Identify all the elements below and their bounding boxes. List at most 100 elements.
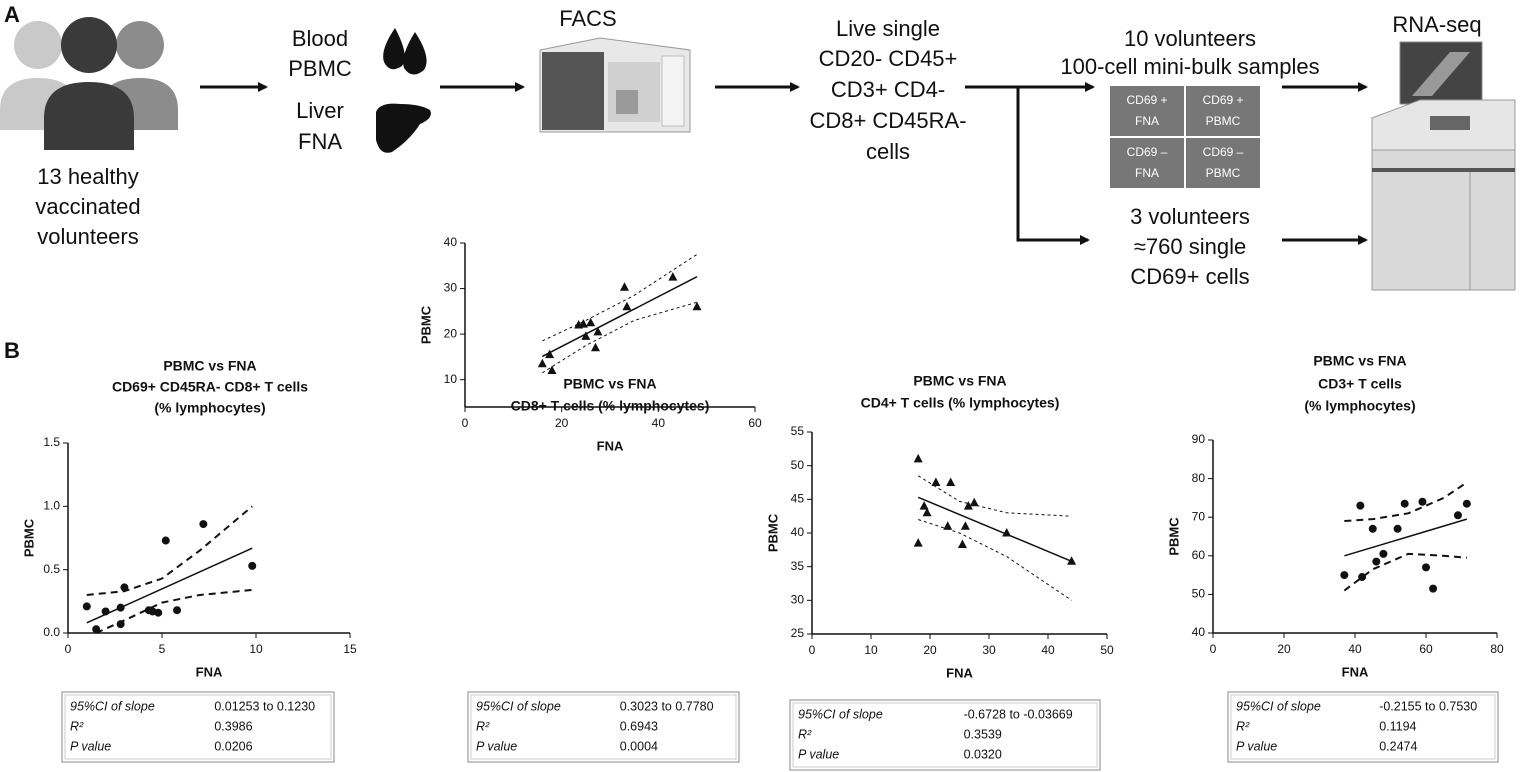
stats-value: 0.1194 [1379,719,1416,733]
point [1400,499,1409,508]
grid-cell-text: CD69 + [1126,93,1167,107]
grid-cell [1186,86,1260,136]
chart-title: PBMC vs FNA [163,358,256,374]
fit-line [917,496,1072,562]
stats-label: P value [798,747,839,761]
ci-lower [542,301,698,374]
stats-value: 0.0206 [214,739,252,753]
stats-table [61,691,335,763]
point [578,319,588,328]
text: ≈760 single [1134,234,1246,259]
x-tick-label: 0 [1210,642,1217,656]
y-tick-label: 55 [791,424,805,438]
x-tick-label: 0 [462,416,469,430]
ci-upper [917,475,1072,517]
sequencer-icon [1371,41,1516,291]
stats-value: 0.0320 [964,747,1002,761]
point [161,536,170,545]
stats-value: 0.6943 [620,719,658,733]
stats-label: 95%CI of slope [476,699,561,713]
point [1429,584,1438,593]
y-tick-label: 70 [1192,509,1206,523]
text: 3 volunteers [1130,204,1250,229]
stats-label: R² [70,719,84,733]
point [82,602,91,611]
x-tick-label: 60 [1419,642,1433,656]
grid-cell-text: PBMC [1206,114,1241,128]
chart-title: CD3+ T cells [1318,376,1402,392]
text: FACS [559,6,616,31]
y-tick-label: 30 [791,593,805,607]
point [1358,573,1367,582]
y-tick-label: 35 [791,559,805,573]
stats-label: 95%CI of slope [1236,699,1321,713]
text: cells [866,139,910,164]
stats-label: P value [1236,739,1277,753]
point [116,603,125,612]
y-tick-label: 25 [791,626,805,640]
y-tick-label: 1.5 [43,435,60,449]
x-axis-label: FNA [946,665,973,680]
point [620,282,629,291]
stats-table [789,699,1101,771]
grid-cell [1186,138,1260,188]
x-axis-label: FNA [597,438,624,453]
stats-value: 0.3986 [214,719,252,733]
x-tick-label: 20 [923,643,937,657]
y-axis-label: PBMC [418,305,433,344]
y-tick-label: 50 [1192,587,1206,601]
liver-icon [376,103,431,153]
grid-cell [1110,138,1184,188]
arrow [1016,87,1090,245]
chart-title: CD4+ T cells (% lymphocytes) [861,395,1060,411]
point [922,507,932,517]
point [957,539,967,548]
point [1002,528,1012,537]
point [1453,511,1462,520]
text: CD3+ CD4- [831,77,945,102]
x-tick-label: 60 [748,416,762,430]
point [1462,499,1471,508]
ci-upper [542,253,698,342]
point [963,501,973,510]
text: Blood [292,26,348,51]
text: volunteers [37,224,139,249]
y-tick-label: 40 [791,525,805,539]
text: FNA [298,129,342,154]
point [946,477,956,486]
point [1340,571,1349,580]
fit-line [86,547,253,624]
point [1067,556,1077,565]
point [1356,501,1365,510]
x-axis-label: FNA [196,664,223,679]
grid-cell-text: FNA [1135,166,1159,180]
stats-table-inner [470,694,737,760]
y-tick-label: 0.5 [43,562,60,576]
stats-label: 95%CI of slope [798,707,883,721]
grid-cell-text: CD69 – [1203,145,1244,159]
stats-label: P value [476,739,517,753]
point [1368,524,1377,533]
point [692,301,702,311]
point [591,342,600,352]
grid-cell-text: FNA [1135,114,1159,128]
x-tick-label: 5 [159,642,166,656]
stats-table-inner [1230,694,1496,760]
grid-cell-text: CD69 + [1202,93,1243,107]
stats-table-inner [792,702,1098,768]
stats-label: P value [70,739,111,753]
point [101,607,110,616]
blood-drops-icon [383,28,427,75]
chart-title: (% lymphocytes) [1304,398,1415,414]
stats-value: -0.2155 to 0.7530 [1379,699,1477,713]
point [120,583,129,592]
text: vaccinated [35,194,140,219]
people-icon [0,17,178,150]
x-tick-label: 80 [1490,642,1504,656]
stats-value: 0.0004 [620,739,658,753]
point [586,317,596,327]
stats-table [1227,691,1499,763]
sample-grid: CD69 + FNA CD69 + PBMC CD69 – FNA CD69 – PBMC [1110,86,1260,188]
y-tick-label: 60 [1192,548,1206,562]
